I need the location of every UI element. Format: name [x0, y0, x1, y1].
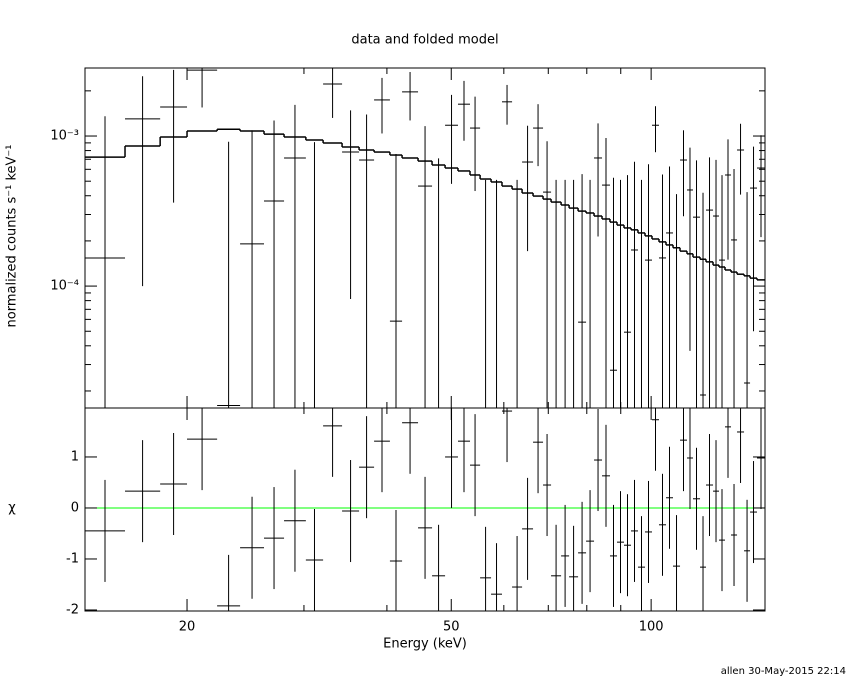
top-plot — [85, 68, 765, 408]
footer: allen 30-May-2015 22:14 — [721, 666, 846, 677]
bottom-plot — [85, 408, 765, 611]
x-tick-label: 20 — [179, 620, 196, 635]
y-tick-label: 1 — [71, 449, 79, 464]
y-tick-label: -1 — [66, 551, 79, 566]
x-tick-label: 50 — [443, 620, 460, 635]
y-tick-label: 10⁻³ — [50, 129, 79, 144]
y-axis-label: χ — [8, 501, 16, 516]
y-tick-label: 0 — [71, 500, 79, 515]
y-tick-label: 10⁻⁴ — [50, 279, 79, 294]
y-tick-label: -2 — [66, 602, 79, 617]
axes: 10⁻⁴ 10⁻³ -2 -1 0 1 20 50 100 — [50, 68, 765, 635]
x-axis-label: Energy (keV) — [383, 637, 467, 652]
x-tick-label: 100 — [639, 620, 664, 635]
chart-title: data and folded model — [351, 33, 498, 48]
y-axis-label: normalized counts s⁻¹ keV⁻¹ — [5, 145, 20, 328]
